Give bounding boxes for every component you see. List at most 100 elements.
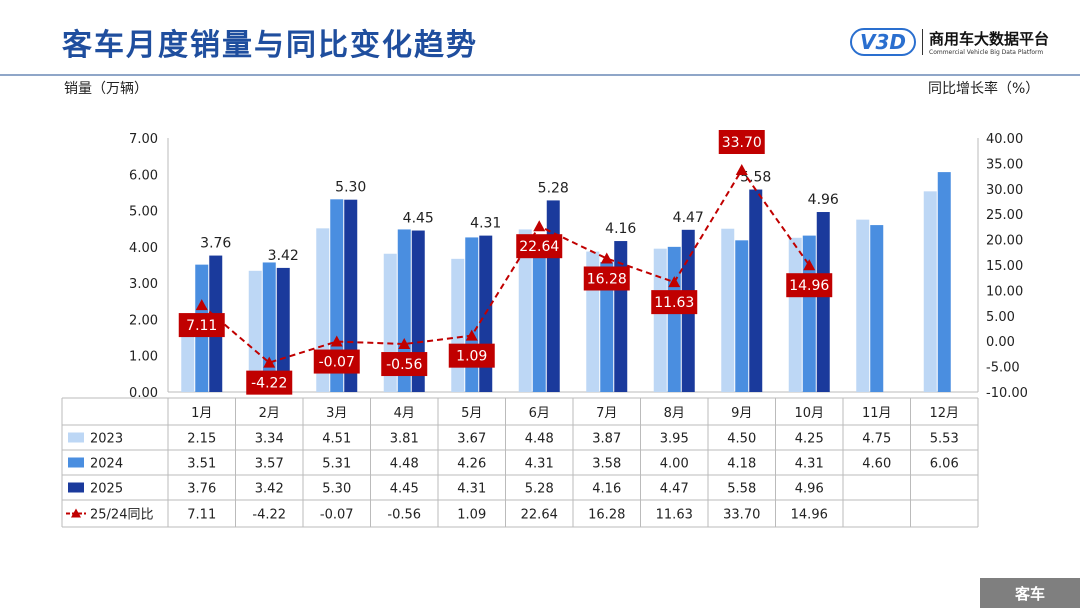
bar-2024 — [870, 225, 884, 392]
logo-text-en: Commercial Vehicle Big Data Platform — [929, 49, 1044, 56]
y-tick-label: 4.00 — [129, 241, 158, 256]
yoy-data-label: 1.09 — [456, 349, 487, 365]
legend-swatch-2023 — [68, 432, 84, 443]
yoy-marker — [465, 329, 478, 341]
bar-data-label: 4.47 — [673, 210, 704, 226]
table-cell: 3.58 — [592, 457, 621, 472]
category-label: 3月 — [326, 406, 347, 421]
bar-data-label: 4.31 — [470, 216, 501, 232]
bar-data-label: 5.30 — [335, 180, 366, 196]
bar-2025 — [344, 199, 358, 392]
bar-2025 — [749, 189, 763, 392]
yoy-data-label: 16.28 — [587, 271, 627, 287]
y2-tick-label: 25.00 — [986, 208, 1023, 223]
yoy-marker — [330, 335, 343, 347]
table-cell: 3.57 — [255, 457, 284, 472]
table-cell: 3.34 — [255, 432, 284, 447]
table-cell: 11.63 — [656, 508, 693, 523]
y-tick-label: 0.00 — [129, 386, 158, 401]
category-label: 7月 — [596, 406, 617, 421]
category-label: 4月 — [394, 406, 415, 421]
yoy-data-label: -0.07 — [319, 355, 355, 371]
y-axis-label: 销量（万辆） — [64, 81, 148, 97]
legend-swatch-2025 — [68, 482, 84, 493]
category-label: 10月 — [794, 406, 824, 421]
bar-2025 — [276, 267, 290, 392]
yoy-label-box — [583, 266, 630, 291]
category-label: 9月 — [731, 406, 752, 421]
table-cell: 4.18 — [727, 457, 756, 472]
table-cell: 3.76 — [187, 482, 216, 497]
table-cell: 5.58 — [727, 482, 756, 497]
table-cell: 5.28 — [525, 482, 554, 497]
table-cell: 4.96 — [795, 482, 824, 497]
table-cell: 4.31 — [795, 457, 824, 472]
bar-2024 — [465, 237, 479, 392]
table-cell: -0.07 — [320, 508, 354, 523]
bar-2023 — [248, 270, 262, 392]
yoy-data-label: -4.22 — [251, 376, 287, 392]
y-tick-label: 5.00 — [129, 205, 158, 220]
header-divider — [0, 74, 1080, 76]
table-cell: 4.48 — [390, 457, 419, 472]
table-cell: 1.09 — [457, 508, 486, 523]
yoy-label-box — [178, 313, 225, 338]
legend-marker — [71, 508, 81, 518]
yoy-marker — [195, 299, 208, 311]
bar-2024 — [802, 235, 816, 392]
bar-data-label: 5.58 — [740, 170, 771, 186]
table-cell: 4.75 — [862, 432, 891, 447]
table-cell: 5.31 — [322, 457, 351, 472]
table-cell: 33.70 — [723, 508, 760, 523]
bar-2023 — [788, 237, 802, 392]
table-cell: 4.00 — [660, 457, 689, 472]
table-cell: 3.87 — [592, 432, 621, 447]
logo-divider — [922, 29, 923, 55]
y-tick-label: 2.00 — [129, 313, 158, 328]
yoy-marker — [533, 220, 546, 232]
yoy-marker — [263, 356, 276, 368]
y-tick-label: 1.00 — [129, 350, 158, 365]
table-cell: 3.67 — [457, 432, 486, 447]
table-cell: 4.48 — [525, 432, 554, 447]
table-cell: 3.42 — [255, 482, 284, 497]
y-tick-label: 6.00 — [129, 168, 158, 183]
legend-swatch-2024 — [68, 457, 84, 468]
table-cell: 5.53 — [930, 432, 959, 447]
yoy-data-label: 14.96 — [789, 278, 829, 294]
table-cell: 6.06 — [930, 457, 959, 472]
bar-2025 — [816, 212, 830, 392]
legend-label: 2023 — [90, 432, 123, 447]
bar-2024 — [397, 229, 411, 392]
yoy-label-box — [313, 349, 360, 374]
table-cell: 16.28 — [588, 508, 625, 523]
category-tag: 客车 — [980, 578, 1080, 608]
category-label: 8月 — [664, 406, 685, 421]
bar-2023 — [721, 228, 735, 392]
table-cell: 4.26 — [457, 457, 486, 472]
yoy-data-label: 11.63 — [654, 295, 694, 311]
table-cell: 3.81 — [390, 432, 419, 447]
table-cell: 4.47 — [660, 482, 689, 497]
legend-label: 25/24同比 — [90, 508, 153, 523]
y2-tick-label: 0.00 — [986, 335, 1015, 350]
y-tick-label: 3.00 — [129, 277, 158, 292]
y2-tick-label: 40.00 — [986, 132, 1023, 147]
bar-data-label: 3.42 — [268, 248, 299, 264]
y2-tick-label: -10.00 — [986, 386, 1028, 401]
category-label: 2月 — [259, 406, 280, 421]
logo-mark: V3D — [850, 28, 916, 56]
bar-2025 — [411, 230, 425, 392]
y2-tick-label: 5.00 — [986, 310, 1015, 325]
bar-2024 — [532, 235, 546, 392]
y2-axis-label: 同比增长率（%） — [928, 81, 1040, 97]
yoy-label-box — [246, 370, 293, 395]
category-label: 1月 — [191, 406, 212, 421]
table-cell: 4.16 — [592, 482, 621, 497]
category-label: 5月 — [461, 406, 482, 421]
table-cell: 3.95 — [660, 432, 689, 447]
y2-tick-label: 15.00 — [986, 259, 1023, 274]
logo-text-cn: 商用车大数据平台 — [929, 30, 1050, 48]
bar-2023 — [518, 229, 532, 392]
yoy-data-label: 33.70 — [722, 135, 762, 151]
